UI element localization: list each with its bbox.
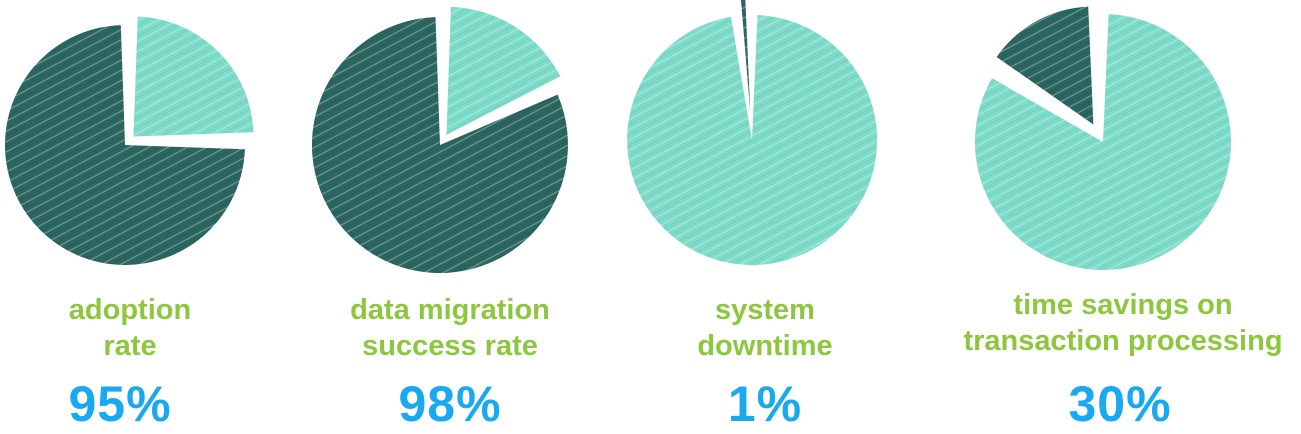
stat-label-line: rate — [103, 330, 157, 362]
pie-slice-texture — [996, 6, 1094, 125]
stat-value: 95% — [68, 376, 172, 432]
stat-data-migration: data migration success rate 98% — [300, 0, 590, 434]
pie-chart — [4, 16, 254, 266]
pie-slice-texture — [133, 16, 254, 137]
stat-label-line: system — [715, 294, 815, 326]
pie-slice-texture — [446, 6, 561, 135]
stat-label-line: downtime — [697, 330, 833, 362]
pie-slice-texture — [627, 15, 878, 265]
stat-value: 30% — [1068, 376, 1172, 432]
pie-chart — [627, 0, 878, 265]
pie-chart — [974, 6, 1231, 270]
pie-slice-texture — [4, 25, 245, 266]
stat-label-line: data migration — [350, 294, 550, 326]
stat-value: 98% — [398, 376, 502, 432]
stat-label-line: success rate — [362, 330, 538, 362]
stat-adoption-rate: adoption rate 95% — [0, 0, 260, 434]
stat-system-downtime: system downtime 1% — [620, 0, 910, 434]
pie-slice-texture — [741, 0, 751, 113]
stat-label-line: time savings on — [1013, 289, 1233, 321]
pie-slice-texture — [974, 14, 1231, 270]
stat-label-line: adoption — [68, 294, 192, 326]
stat-label-line: transaction processing — [963, 325, 1283, 357]
stat-label: data migration success rate — [290, 292, 610, 364]
pie-chart — [311, 6, 568, 274]
stat-value: 1% — [727, 376, 803, 432]
stat-time-savings: time savings on transaction processing 3… — [960, 0, 1301, 434]
stat-label: time savings on transaction processing — [945, 287, 1301, 359]
pie-slice-texture — [311, 17, 568, 274]
stat-label: system downtime — [605, 292, 925, 364]
stat-label: adoption rate — [0, 292, 290, 364]
